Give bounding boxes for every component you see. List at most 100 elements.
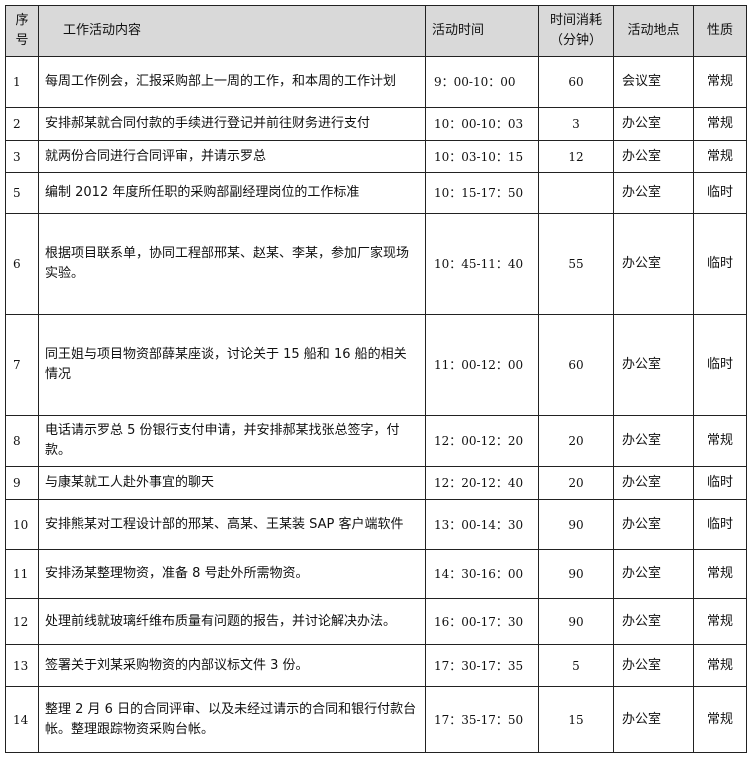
table-row: 6 根据项目联系单，协同工程部邢某、赵某、李某，参加厂家现场实验。 10：45-11… (5, 213, 747, 315)
header-duration-line2: （分钟） (549, 33, 602, 48)
activity-location: 办公室 (613, 140, 694, 173)
header-type: 性质 (693, 5, 747, 57)
time-spent: 90 (538, 549, 614, 599)
activity-location: 办公室 (613, 644, 694, 687)
activity-content: 整理 2 月 6 日的合同评审、以及未经过请示的合同和银行付款台帐。整理跟踪物资… (38, 686, 426, 753)
activity-time: 10：03-10：15 (425, 140, 539, 173)
activity-location: 办公室 (613, 107, 694, 141)
time-spent: 20 (538, 415, 614, 467)
activity-location: 办公室 (613, 415, 694, 467)
activity-time: 9：00-10：00 (425, 56, 539, 108)
row-number: 3 (5, 140, 39, 173)
activity-content: 安排熊某对工程设计部的邢某、高某、王某装 SAP 客户端软件 (38, 499, 426, 550)
activity-time: 14：30-16：00 (425, 549, 539, 599)
time-spent: 20 (538, 466, 614, 500)
activity-content: 签署关于刘某采购物资的内部议标文件 3 份。 (38, 644, 426, 687)
activity-location: 办公室 (613, 499, 694, 550)
activity-content: 电话请示罗总 5 份银行支付申请，并安排郝某找张总签字，付款。 (38, 415, 426, 467)
table-row: 3 就两份合同进行合同评审，并请示罗总 10：03-10：15 12 办公室 常规 (5, 140, 747, 173)
row-number: 8 (5, 415, 39, 467)
activity-type: 常规 (693, 644, 747, 687)
row-number: 1 (5, 56, 39, 108)
table-row: 2 安排郝某就合同付款的手续进行登记并前往财务进行支付 10：00-10：03 3 办公… (5, 107, 747, 141)
activity-content: 编制 2012 年度所任职的采购部副经理岗位的工作标准 (38, 172, 426, 214)
table-row: 10 安排熊某对工程设计部的邢某、高某、王某装 SAP 客户端软件 13：00-14… (5, 499, 747, 550)
activity-content: 每周工作例会，汇报采购部上一周的工作，和本周的工作计划 (38, 56, 426, 108)
activity-type: 常规 (693, 56, 747, 108)
time-spent: 15 (538, 686, 614, 753)
activity-type: 常规 (693, 686, 747, 753)
time-spent (538, 172, 614, 214)
activity-content: 处理前线就玻璃纤维布质量有问题的报告，并讨论解决办法。 (38, 598, 426, 645)
activity-time: 12：00-12：20 (425, 415, 539, 467)
header-location: 活动地点 (613, 5, 694, 57)
activity-time: 12：20-12：40 (425, 466, 539, 500)
activity-location: 办公室 (613, 466, 694, 500)
header-index: 序号 (5, 5, 39, 57)
activity-location: 办公室 (613, 686, 694, 753)
activity-location: 办公室 (613, 213, 694, 315)
activity-content: 安排郝某就合同付款的手续进行登记并前往财务进行支付 (38, 107, 426, 141)
time-spent: 60 (538, 314, 614, 416)
activity-type: 临时 (693, 466, 747, 500)
table-row: 13 签署关于刘某采购物资的内部议标文件 3 份。 17：30-17：35 5 办公室常… (5, 644, 747, 687)
table-row: 8 电话请示罗总 5 份银行支付申请，并安排郝某找张总签字，付款。 12：00-12… (5, 415, 747, 467)
row-number: 13 (5, 644, 39, 687)
activity-time: 10：00-10：03 (425, 107, 539, 141)
row-number: 9 (5, 466, 39, 500)
row-number: 7 (5, 314, 39, 416)
activity-type: 临时 (693, 499, 747, 550)
time-spent: 90 (538, 598, 614, 645)
activity-content: 与康某就工人赴外事宜的聊天 (38, 466, 426, 500)
row-number: 14 (5, 686, 39, 753)
activity-content: 同王姐与项目物资部薛某座谈，讨论关于 15 船和 16 船的相关情况 (38, 314, 426, 416)
activity-content: 安排汤某整理物资，准备 8 号赴外所需物资。 (38, 549, 426, 599)
activity-location: 办公室 (613, 598, 694, 645)
activity-content: 就两份合同进行合同评审，并请示罗总 (38, 140, 426, 173)
table-row: 14 整理 2 月 6 日的合同评审、以及未经过请示的合同和银行付款台帐。整理跟踪… (5, 686, 747, 753)
activity-type: 常规 (693, 107, 747, 141)
row-number: 11 (5, 549, 39, 599)
activity-type: 常规 (693, 598, 747, 645)
activity-time: 13：00-14：30 (425, 499, 539, 550)
time-spent: 60 (538, 56, 614, 108)
activity-location: 办公室 (613, 314, 694, 416)
header-content: 工作活动内容 (38, 5, 426, 57)
activity-type: 常规 (693, 140, 747, 173)
header-time: 活动时间 (425, 5, 539, 57)
activity-location: 会议室 (613, 56, 694, 108)
row-number: 2 (5, 107, 39, 141)
time-spent: 12 (538, 140, 614, 173)
table-row: 5 编制 2012 年度所任职的采购部副经理岗位的工作标准 10：15-17：50 办… (5, 172, 747, 214)
work-activity-table: 序号 工作活动内容 活动时间 时间消耗 （分钟） 活动地点 性质 1 每周工作例会，… (5, 5, 747, 753)
activity-time: 11：00-12：00 (425, 314, 539, 416)
row-number: 10 (5, 499, 39, 550)
row-number: 5 (5, 172, 39, 214)
activity-type: 常规 (693, 415, 747, 467)
table-row: 9 与康某就工人赴外事宜的聊天 12：20-12：40 20 办公室 临时 (5, 466, 747, 500)
header-duration: 时间消耗 （分钟） (538, 5, 614, 57)
activity-time: 17：30-17：35 (425, 644, 539, 687)
table-row: 12 处理前线就玻璃纤维布质量有问题的报告，并讨论解决办法。 16：00-17：30… (5, 598, 747, 645)
activity-time: 10：45-11：40 (425, 213, 539, 315)
time-spent: 3 (538, 107, 614, 141)
table-row: 11 安排汤某整理物资，准备 8 号赴外所需物资。 14：30-16：00 90 办公室… (5, 549, 747, 599)
activity-location: 办公室 (613, 172, 694, 214)
row-number: 6 (5, 213, 39, 315)
activity-time: 10：15-17：50 (425, 172, 539, 214)
time-spent: 55 (538, 213, 614, 315)
table-row: 7 同王姐与项目物资部薛某座谈，讨论关于 15 船和 16 船的相关情况 11：00… (5, 314, 747, 416)
activity-type: 临时 (693, 314, 747, 416)
table-row: 1 每周工作例会，汇报采购部上一周的工作，和本周的工作计划 9：00-10：00 60… (5, 56, 747, 108)
header-row: 序号 工作活动内容 活动时间 时间消耗 （分钟） 活动地点 性质 (5, 5, 747, 57)
activity-time: 16：00-17：30 (425, 598, 539, 645)
activity-type: 临时 (693, 213, 747, 315)
activity-type: 常规 (693, 549, 747, 599)
time-spent: 5 (538, 644, 614, 687)
activity-time: 17：35-17：50 (425, 686, 539, 753)
activity-type: 临时 (693, 172, 747, 214)
row-number: 12 (5, 598, 39, 645)
activity-content: 根据项目联系单，协同工程部邢某、赵某、李某，参加厂家现场实验。 (38, 213, 426, 315)
header-duration-line1: 时间消耗 (549, 13, 602, 28)
time-spent: 90 (538, 499, 614, 550)
